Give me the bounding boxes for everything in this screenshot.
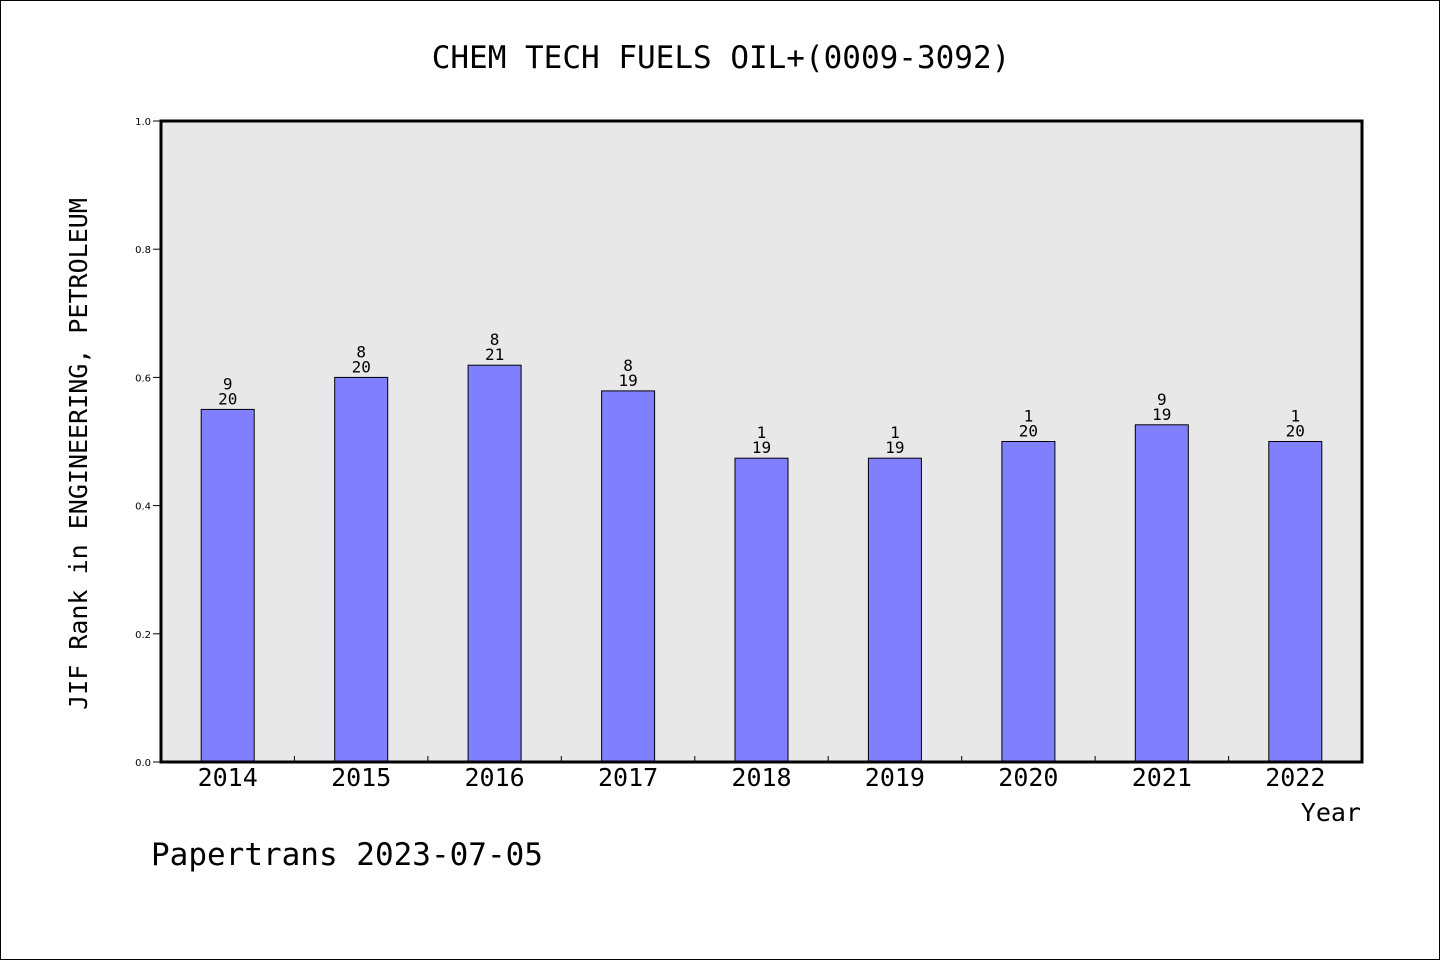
bar-2021 — [1134, 424, 1189, 763]
x-tick-label-2016: 2016 — [464, 763, 524, 792]
footer-text: Papertrans 2023-07-05 — [151, 837, 543, 873]
bar-2022 — [1268, 441, 1323, 763]
x-axis: 2014 2015 2016 2017 2018 2019 2020 2021 2022 — [198, 756, 1325, 792]
bar-total-label-2017: 19 — [618, 371, 637, 390]
bar-rank-label-2018: 1 — [757, 423, 767, 442]
bars-group — [200, 364, 1323, 763]
y-tick-label-2: 0.4 — [135, 502, 151, 513]
bar-2018 — [734, 457, 789, 763]
x-tick-label-2018: 2018 — [731, 763, 791, 792]
y-axis: 0.0 0.2 0.4 0.6 0.8 1.0 — [135, 117, 161, 769]
x-axis-label: Year — [1301, 798, 1361, 827]
y-tick-label-1: 0.2 — [135, 630, 151, 641]
x-tick-label-2020: 2020 — [998, 763, 1058, 792]
bar-total-label-2015: 20 — [352, 357, 371, 376]
bar-2015 — [334, 376, 389, 763]
bar-total-label-2019: 19 — [885, 438, 904, 457]
bar-2020 — [1001, 441, 1056, 763]
bar-rank-label-2019: 1 — [890, 423, 900, 442]
y-tick-label-3: 0.6 — [135, 373, 151, 384]
x-tick-label-2014: 2014 — [198, 763, 258, 792]
bar-rank-label-2014: 9 — [223, 374, 233, 393]
bar-rank-label-2021: 9 — [1157, 390, 1167, 409]
y-tick-label-4: 0.8 — [135, 245, 151, 256]
bar-rank-label-2020: 1 — [1024, 407, 1034, 426]
bar-2019 — [867, 457, 922, 763]
plot-border — [159, 119, 1364, 764]
y-axis-label: JIF Rank in ENGINEERING, PETROLEUM — [64, 198, 93, 710]
bar-rank-label-2016: 8 — [490, 330, 500, 349]
bar-total-label-2016: 21 — [485, 345, 504, 364]
chart-title: CHEM TECH FUELS OIL+(0009-3092) — [432, 40, 1011, 76]
bar-total-label-2014: 20 — [218, 389, 237, 408]
x-tick-label-2019: 2019 — [865, 763, 925, 792]
bar-2016 — [467, 364, 522, 763]
bar-rank-label-2017: 8 — [623, 356, 633, 375]
bar-total-label-2020: 20 — [1019, 422, 1038, 441]
x-tick-label-2015: 2015 — [331, 763, 391, 792]
bar-rank-label-2015: 8 — [356, 342, 366, 361]
y-tick-label-5: 1.0 — [135, 117, 151, 128]
x-tick-label-2022: 2022 — [1265, 763, 1325, 792]
y-tick-label-0: 0.0 — [135, 758, 151, 769]
bar-total-label-2021: 19 — [1152, 405, 1171, 424]
bar-total-label-2018: 19 — [752, 438, 771, 457]
x-tick-label-2017: 2017 — [598, 763, 658, 792]
bar-total-label-2022: 20 — [1286, 422, 1305, 441]
bar-2017 — [601, 390, 656, 763]
bar-rank-label-2022: 1 — [1290, 407, 1300, 426]
bar-2014 — [200, 408, 255, 763]
x-tick-label-2021: 2021 — [1132, 763, 1192, 792]
